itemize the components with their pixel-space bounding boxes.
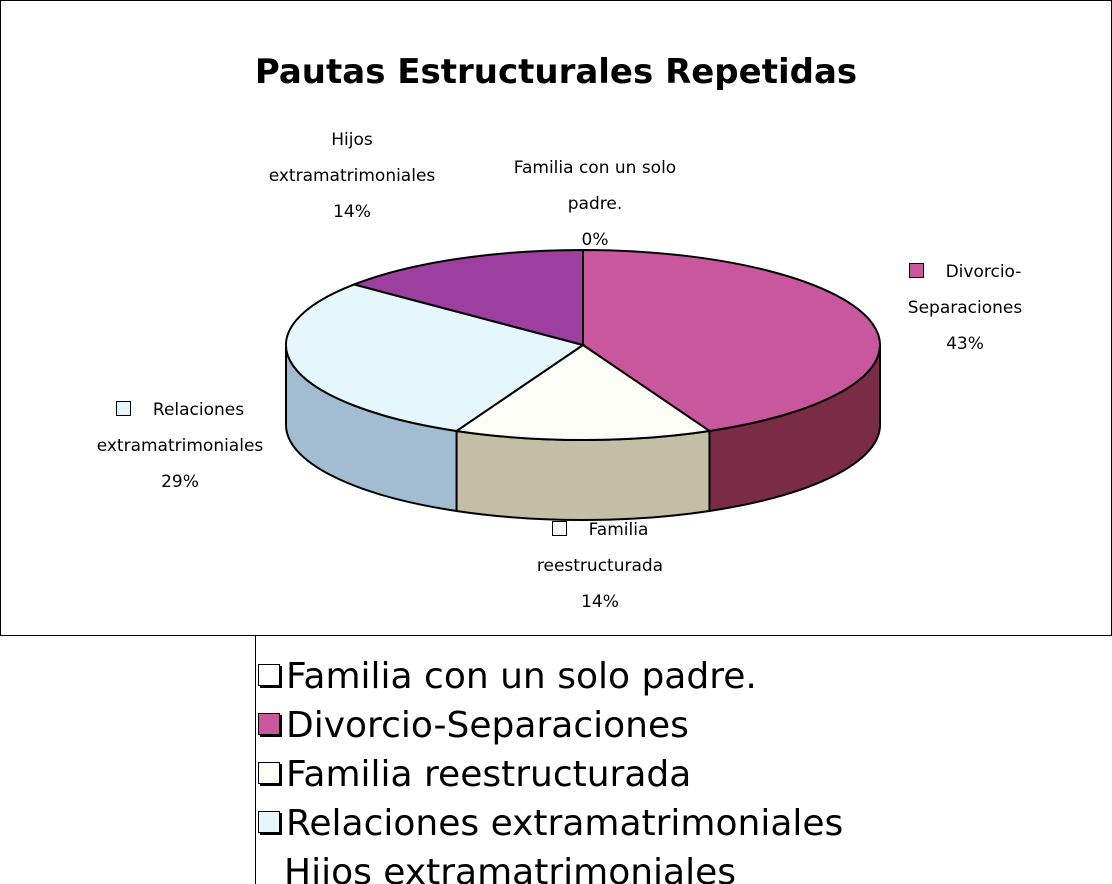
label-value: 0% bbox=[581, 230, 609, 250]
chart-title: Pautas Estructurales Repetidas bbox=[254, 52, 858, 92]
data-label: Relaciones extramatrimoniales 29% bbox=[60, 392, 300, 500]
legend-entry: Divorcio-Separaciones bbox=[258, 701, 843, 750]
pie-sides bbox=[285, 344, 881, 521]
label-value: 29% bbox=[161, 472, 199, 492]
legend-border bbox=[255, 635, 1112, 884]
legend-label: Familia reestructurada bbox=[286, 754, 692, 795]
legend: Familia con un solo padre. Divorcio-Separ… bbox=[258, 652, 843, 884]
legend-marker bbox=[258, 762, 280, 784]
legend-marker bbox=[258, 811, 280, 833]
legend-entry: Relaciones extramatrimoniales bbox=[258, 799, 843, 848]
slice-side bbox=[455, 429, 711, 521]
label-category: Divorcio-Separaciones bbox=[907, 262, 1023, 318]
label-category: Relaciones extramatrimoniales bbox=[96, 400, 264, 456]
legend-marker bbox=[258, 713, 280, 735]
label-marker bbox=[115, 401, 131, 416]
legend-entry: Hijos extramatrimoniales bbox=[258, 848, 843, 884]
label-category: Hijos extramatrimoniales bbox=[268, 130, 436, 186]
slice bbox=[453, 343, 713, 441]
label-value: 14% bbox=[581, 592, 619, 612]
label-marker bbox=[551, 521, 567, 536]
legend-label: Hijos extramatrimoniales bbox=[284, 852, 737, 884]
slice bbox=[350, 248, 584, 347]
label-category: Familia con un solo padre. bbox=[513, 158, 677, 214]
slice bbox=[285, 283, 586, 433]
label-value: 14% bbox=[333, 202, 371, 222]
label-category: Familia reestructurada bbox=[536, 520, 664, 576]
data-label: Familia reestructurada 14% bbox=[490, 512, 710, 620]
legend-marker bbox=[258, 664, 280, 686]
data-label: Familia con un solo padre. 0% bbox=[495, 150, 695, 258]
label-value: 43% bbox=[946, 334, 984, 354]
legend-label: Familia con un solo padre. bbox=[286, 656, 757, 697]
slice bbox=[582, 248, 881, 433]
pie-tops bbox=[285, 248, 881, 441]
legend-label: Relaciones extramatrimoniales bbox=[286, 803, 844, 844]
legend-label: Divorcio-Separaciones bbox=[286, 705, 689, 746]
legend-entry: Familia con un solo padre. bbox=[258, 652, 843, 701]
data-label: Divorcio-Separaciones 43% bbox=[870, 254, 1060, 362]
label-marker bbox=[908, 263, 924, 278]
legend-entry: Familia reestructurada bbox=[258, 750, 843, 799]
data-label: Hijos extramatrimoniales 14% bbox=[252, 122, 452, 230]
